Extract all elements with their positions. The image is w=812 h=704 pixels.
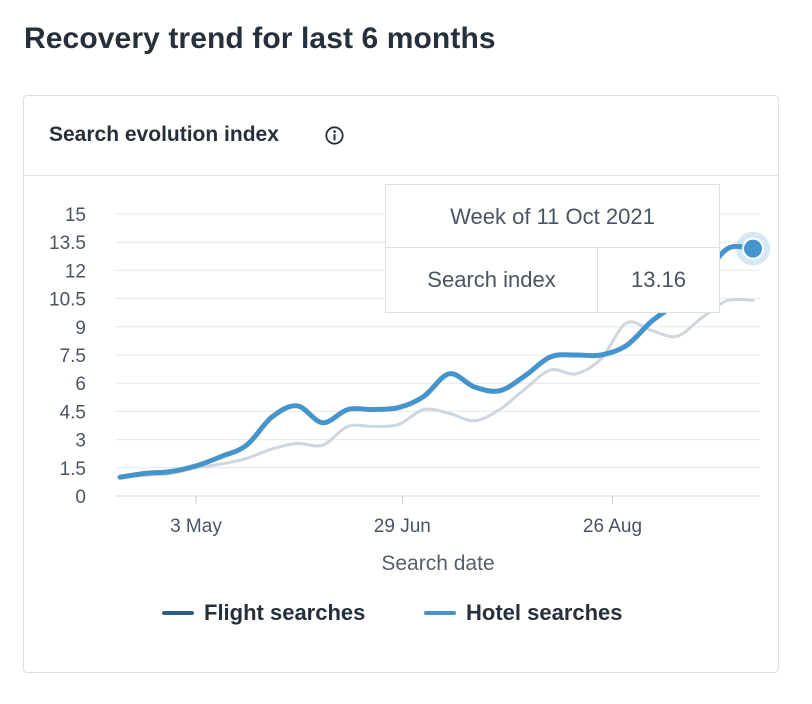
x-tick-label: 29 Jun	[374, 516, 431, 537]
legend-label-flight: Flight searches	[204, 600, 366, 625]
y-tick-label: 13.5	[49, 233, 86, 254]
legend-item-hotel[interactable]: Hotel searches	[424, 600, 623, 626]
y-tick-label: 0	[75, 487, 86, 508]
page-title: Recovery trend for last 6 months	[24, 22, 496, 55]
series-line-hotel	[117, 243, 756, 480]
y-tick-label: 15	[65, 205, 86, 226]
info-icon[interactable]	[324, 125, 345, 146]
highlight-point	[742, 237, 764, 260]
y-tick-label: 10.5	[49, 290, 86, 311]
x-tick-label: 26 Aug	[583, 516, 642, 537]
legend-swatch-flight	[162, 611, 194, 615]
chart-tooltip: Week of 11 Oct 2021 Search index 13.16	[385, 184, 720, 313]
x-tick-label: 3 May	[170, 516, 222, 537]
y-tick-label: 3	[75, 431, 86, 452]
card-header: Search evolution index	[24, 96, 778, 176]
card-title: Search evolution index	[49, 123, 279, 146]
legend-swatch-hotel	[424, 611, 456, 615]
y-tick-label: 9	[75, 318, 86, 339]
y-tick-label: 7.5	[60, 346, 86, 367]
y-tick-label: 6	[75, 374, 86, 395]
chart-legend: Flight searches Hotel searches	[0, 600, 812, 640]
series-line-flight	[118, 297, 755, 479]
tooltip-value: 13.16	[630, 267, 687, 292]
y-tick-label: 1.5	[60, 459, 86, 480]
legend-item-flight[interactable]: Flight searches	[162, 600, 365, 626]
y-tick-label: 4.5	[60, 402, 86, 423]
legend-label-hotel: Hotel searches	[466, 600, 623, 625]
tooltip-label: Search index	[386, 248, 598, 312]
x-axis-title: Search date	[381, 552, 494, 575]
y-tick-label: 12	[65, 261, 86, 282]
tooltip-title: Week of 11 Oct 2021	[386, 185, 719, 248]
